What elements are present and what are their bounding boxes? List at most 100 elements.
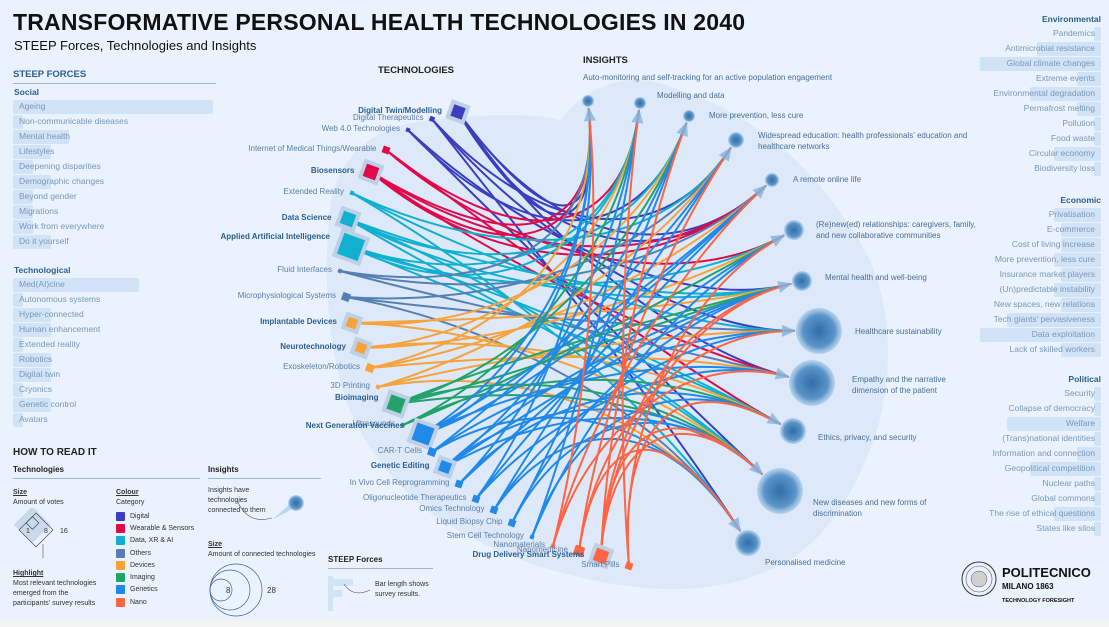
technology-label[interactable]: Digital Therapeutics bbox=[352, 113, 424, 122]
category-label: Wearable & Sensors bbox=[130, 524, 195, 532]
insight-label[interactable]: Auto-monitoring and self-tracking for an… bbox=[583, 73, 833, 82]
how-to-read-title: HOW TO READ IT bbox=[13, 447, 97, 458]
technology-node[interactable] bbox=[581, 536, 620, 575]
technology-label[interactable]: CAR-T Cells bbox=[377, 446, 422, 455]
insight-label[interactable]: Healthcare sustainability bbox=[855, 327, 942, 336]
technology-label[interactable]: Stem Cell Technology bbox=[446, 531, 524, 540]
technology-label[interactable]: Ultrasounds bbox=[352, 419, 395, 428]
steep-force-label: Digital twin bbox=[19, 369, 61, 379]
technology-label[interactable]: In Vivo Cell Reprogramming bbox=[349, 478, 450, 487]
technology-node[interactable] bbox=[348, 189, 356, 197]
technology-node[interactable] bbox=[427, 449, 463, 485]
technology-node[interactable] bbox=[379, 143, 392, 156]
technology-node[interactable] bbox=[351, 152, 390, 191]
insight-label[interactable]: A remote online life bbox=[793, 175, 862, 184]
technology-label[interactable]: Microphysiological Systems bbox=[237, 291, 336, 300]
legend-size-value-8: 8 bbox=[44, 528, 48, 535]
technology-label[interactable]: Exoskeleton/Robotics bbox=[283, 362, 360, 371]
insight-bubble[interactable] bbox=[582, 95, 594, 107]
technology-node[interactable] bbox=[399, 410, 448, 459]
technology-label[interactable]: 3D Printing bbox=[330, 381, 370, 390]
technology-label[interactable]: Next Generation Vaccines bbox=[305, 421, 404, 430]
technology-node[interactable] bbox=[549, 542, 557, 550]
survey-bar bbox=[1076, 72, 1101, 86]
technology-label[interactable]: Oligonucleotide Therapeutics bbox=[363, 493, 467, 502]
survey-bar bbox=[1054, 147, 1101, 161]
technology-label[interactable]: Applied Artificial Intelligence bbox=[220, 232, 331, 241]
tech-insight-link bbox=[444, 122, 688, 468]
insight-label[interactable]: More prevention, less cure bbox=[709, 111, 804, 120]
technology-label[interactable]: Nanomedicine bbox=[516, 545, 568, 554]
insight-label[interactable]: Widespread education: health professiona… bbox=[758, 131, 968, 151]
steep-force-item: Permafrost melting bbox=[961, 101, 1101, 116]
page-title: TRANSFORMATIVE PERSONAL HEALTH TECHNOLOG… bbox=[13, 9, 746, 35]
logo-tagline: TECHNOLOGY FORESIGHT bbox=[1002, 598, 1075, 604]
technology-label[interactable]: Liquid Biopsy Chip bbox=[436, 517, 503, 526]
technology-node[interactable] bbox=[344, 331, 378, 365]
technology-node[interactable] bbox=[336, 267, 344, 275]
technology-node[interactable] bbox=[328, 199, 367, 238]
technology-label[interactable]: Biosensors bbox=[310, 166, 355, 175]
insight-bubble[interactable] bbox=[683, 110, 695, 122]
insight-label[interactable]: Empathy and the narrative dimension of t… bbox=[852, 375, 946, 395]
insight-bubble[interactable] bbox=[780, 418, 806, 444]
technology-node[interactable] bbox=[439, 93, 477, 131]
insight-label[interactable]: Modelling and data bbox=[657, 91, 725, 100]
technology-label[interactable]: Digital Twin/Modelling bbox=[358, 106, 442, 115]
insight-bubble[interactable] bbox=[792, 271, 812, 291]
insight-bubble[interactable] bbox=[728, 132, 744, 148]
technology-node[interactable] bbox=[487, 503, 500, 516]
technology-node[interactable] bbox=[335, 306, 369, 340]
insight-bubble[interactable] bbox=[765, 173, 779, 187]
insight-bubble[interactable] bbox=[735, 530, 761, 556]
steep-force-label: Biodiversity loss bbox=[1034, 163, 1095, 173]
technology-label[interactable]: Genetic Editing bbox=[370, 461, 430, 470]
steep-force-item: Hyper-connected bbox=[13, 307, 216, 322]
insight-label[interactable]: Ethics, privacy, and security bbox=[818, 433, 917, 442]
technology-node[interactable] bbox=[374, 382, 417, 425]
technology-node[interactable] bbox=[338, 289, 353, 304]
technology-node[interactable] bbox=[427, 114, 436, 123]
steep-force-item: Extended reality bbox=[13, 337, 216, 352]
category-swatch bbox=[116, 536, 125, 546]
technology-label[interactable]: Internet of Medical Things/Wearable bbox=[248, 144, 377, 153]
technology-label[interactable]: Bioimaging bbox=[334, 392, 379, 402]
technology-node[interactable] bbox=[404, 126, 412, 134]
technology-node[interactable] bbox=[452, 477, 465, 490]
technology-label[interactable]: Drug Delivery Smart Systems bbox=[472, 550, 585, 559]
technology-label[interactable]: Smart Pills bbox=[581, 560, 620, 569]
technology-node[interactable] bbox=[374, 383, 382, 391]
technology-node[interactable] bbox=[424, 444, 439, 459]
tech-insight-link bbox=[458, 234, 785, 485]
steep-force-label: States like silos bbox=[1036, 523, 1095, 533]
insight-label[interactable]: (Re)new(ed) relationships: caregivers, f… bbox=[816, 220, 976, 240]
insight-label[interactable]: New diseases and new forms of discrimina… bbox=[813, 498, 927, 518]
technology-label[interactable]: Implantable Devices bbox=[260, 317, 337, 326]
technology-label[interactable]: Extended Reality bbox=[283, 187, 344, 196]
insight-bubble[interactable] bbox=[796, 308, 842, 354]
tech-insight-link bbox=[552, 370, 789, 547]
insight-bubble[interactable] bbox=[784, 220, 804, 240]
category-swatch bbox=[116, 585, 125, 595]
survey-bar bbox=[13, 413, 23, 427]
technology-label[interactable]: Omics Technology bbox=[419, 504, 485, 513]
technology-node[interactable] bbox=[469, 492, 482, 505]
technology-node[interactable] bbox=[528, 533, 536, 541]
technology-node[interactable] bbox=[622, 559, 635, 572]
technology-label[interactable]: Data Science bbox=[281, 213, 332, 222]
insight-bubble[interactable] bbox=[757, 468, 803, 514]
technology-label[interactable]: Fluid Interfaces bbox=[277, 265, 332, 274]
technology-node[interactable] bbox=[323, 219, 379, 275]
technology-label[interactable]: Neurotechnology bbox=[280, 342, 346, 351]
technology-node[interactable] bbox=[399, 421, 407, 429]
technology-node[interactable] bbox=[570, 542, 589, 561]
insight-bubble[interactable] bbox=[789, 360, 835, 406]
technology-label[interactable]: Web 4.0 Technologies bbox=[321, 124, 400, 133]
tech-insight-link bbox=[369, 107, 591, 369]
technology-node[interactable] bbox=[362, 360, 377, 375]
technology-node[interactable] bbox=[505, 516, 518, 529]
insight-label[interactable]: Mental health and well-being bbox=[825, 273, 927, 282]
technology-label[interactable]: Nanomaterials bbox=[493, 540, 545, 549]
insight-bubble[interactable] bbox=[634, 97, 646, 109]
insight-label[interactable]: Personalised medicine bbox=[765, 558, 846, 567]
